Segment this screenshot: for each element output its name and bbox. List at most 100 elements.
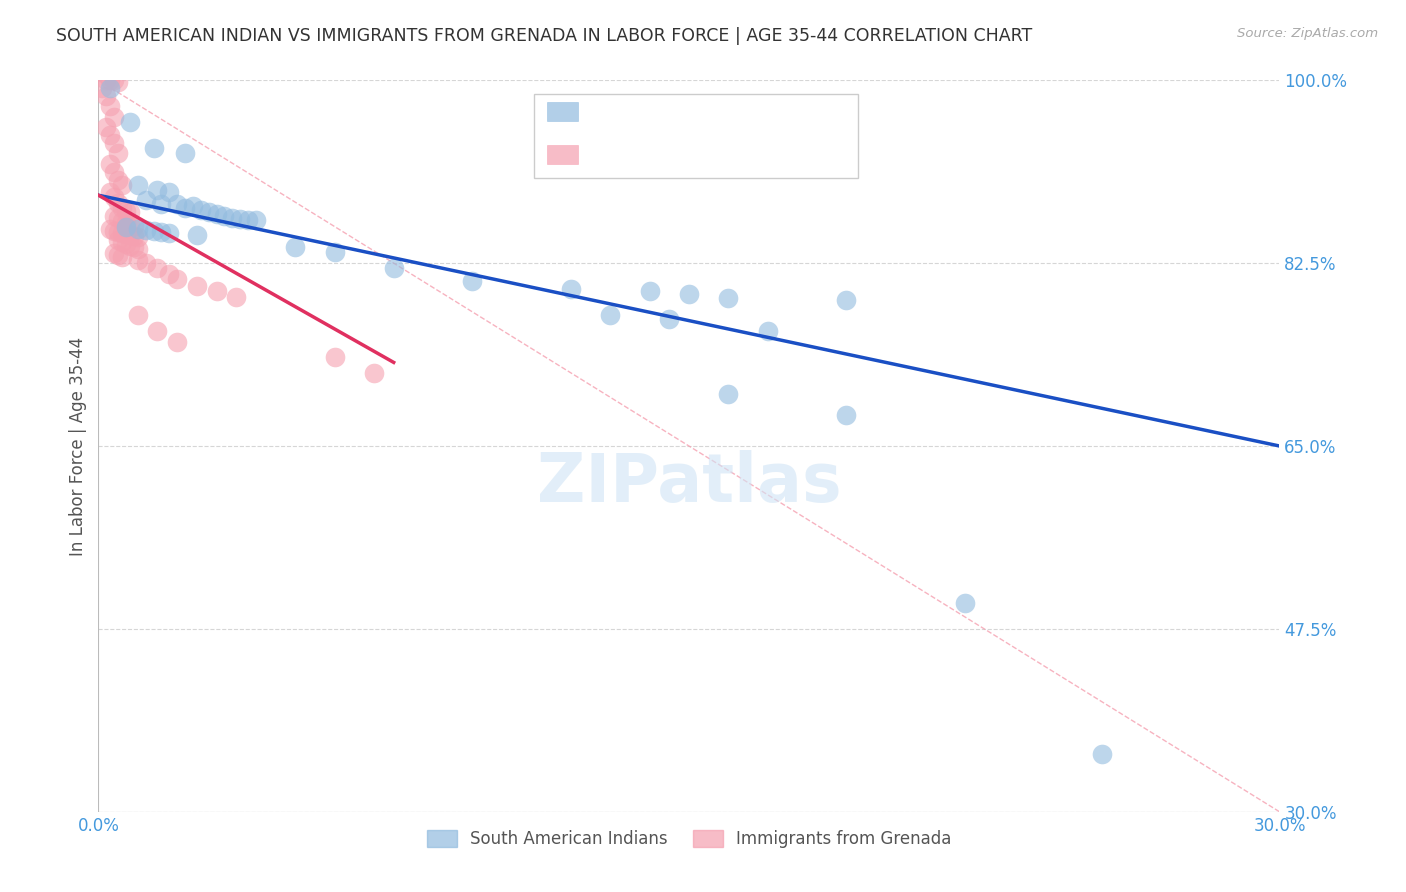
Point — [157, 226, 180, 240]
Point — [323, 350, 346, 364]
Point — [96, 89, 118, 103]
Point — [107, 146, 129, 161]
Point — [157, 185, 180, 199]
Y-axis label: In Labor Force | Age 35-44: In Labor Force | Age 35-44 — [69, 336, 87, 556]
Point — [186, 227, 208, 242]
Point — [107, 75, 129, 89]
Point — [717, 291, 740, 305]
Point — [98, 128, 121, 142]
Point — [181, 199, 204, 213]
Point — [103, 209, 125, 223]
Point — [205, 285, 228, 299]
Point — [98, 185, 121, 199]
Point — [205, 207, 228, 221]
Point — [127, 178, 149, 192]
Point — [115, 237, 138, 252]
Point — [599, 309, 621, 323]
Point — [98, 73, 121, 87]
Text: ZIPatlas: ZIPatlas — [537, 450, 841, 516]
Point — [236, 213, 259, 227]
Point — [122, 219, 145, 233]
Point — [221, 211, 243, 226]
Point — [118, 218, 141, 232]
Text: R =  -0.311   N = 58: R = -0.311 N = 58 — [588, 148, 756, 166]
Text: R = -0.286   N =  41: R = -0.286 N = 41 — [588, 105, 756, 123]
Point — [150, 196, 173, 211]
Legend: South American Indians, Immigrants from Grenada: South American Indians, Immigrants from … — [420, 823, 957, 855]
Point — [284, 240, 307, 254]
Point — [111, 214, 134, 228]
Point — [560, 282, 582, 296]
Point — [118, 205, 141, 219]
Point — [214, 209, 236, 223]
Point — [835, 408, 858, 422]
Point — [756, 324, 779, 338]
Point — [146, 324, 169, 338]
Point — [245, 213, 267, 227]
Point — [103, 165, 125, 179]
Point — [115, 203, 138, 218]
Point — [111, 250, 134, 264]
Point — [96, 120, 118, 135]
Point — [103, 136, 125, 150]
Point — [225, 289, 247, 303]
Point — [91, 80, 114, 95]
Point — [111, 226, 134, 240]
Point — [103, 245, 125, 260]
Point — [118, 239, 141, 253]
Point — [107, 233, 129, 247]
Point — [103, 190, 125, 204]
Point — [115, 219, 138, 234]
Point — [103, 73, 125, 87]
Point — [107, 195, 129, 210]
Point — [127, 309, 149, 323]
Point — [658, 311, 681, 326]
Point — [323, 244, 346, 259]
Point — [111, 201, 134, 215]
Point — [190, 202, 212, 217]
Point — [166, 272, 188, 286]
Point — [174, 146, 197, 161]
Point — [678, 287, 700, 301]
Text: Source: ZipAtlas.com: Source: ZipAtlas.com — [1237, 27, 1378, 40]
Point — [229, 212, 252, 227]
Point — [174, 201, 197, 215]
Point — [166, 196, 188, 211]
Point — [122, 229, 145, 244]
Point — [461, 274, 484, 288]
Point — [98, 80, 121, 95]
Point — [717, 386, 740, 401]
Point — [107, 211, 129, 226]
Point — [122, 240, 145, 254]
Point — [98, 221, 121, 235]
Point — [142, 141, 165, 155]
Point — [382, 261, 405, 276]
Point — [107, 225, 129, 239]
Point — [118, 227, 141, 242]
Point — [142, 224, 165, 238]
Point — [115, 216, 138, 230]
Point — [197, 205, 219, 219]
Text: SOUTH AMERICAN INDIAN VS IMMIGRANTS FROM GRENADA IN LABOR FORCE | AGE 35-44 CORR: SOUTH AMERICAN INDIAN VS IMMIGRANTS FROM… — [56, 27, 1032, 45]
Point — [157, 267, 180, 281]
Point — [98, 99, 121, 113]
Point — [146, 261, 169, 276]
Point — [186, 279, 208, 293]
Point — [638, 285, 661, 299]
Point — [107, 172, 129, 186]
Point — [103, 110, 125, 124]
Point — [127, 242, 149, 256]
Point — [127, 221, 149, 235]
Point — [363, 366, 385, 380]
Point — [835, 293, 858, 307]
Point — [127, 252, 149, 267]
Point — [953, 596, 976, 610]
Point — [96, 73, 118, 87]
Point — [150, 225, 173, 239]
Point — [135, 256, 157, 270]
Point — [118, 115, 141, 129]
Point — [1091, 747, 1114, 762]
Point — [115, 227, 138, 241]
Point — [166, 334, 188, 349]
Point — [111, 235, 134, 250]
